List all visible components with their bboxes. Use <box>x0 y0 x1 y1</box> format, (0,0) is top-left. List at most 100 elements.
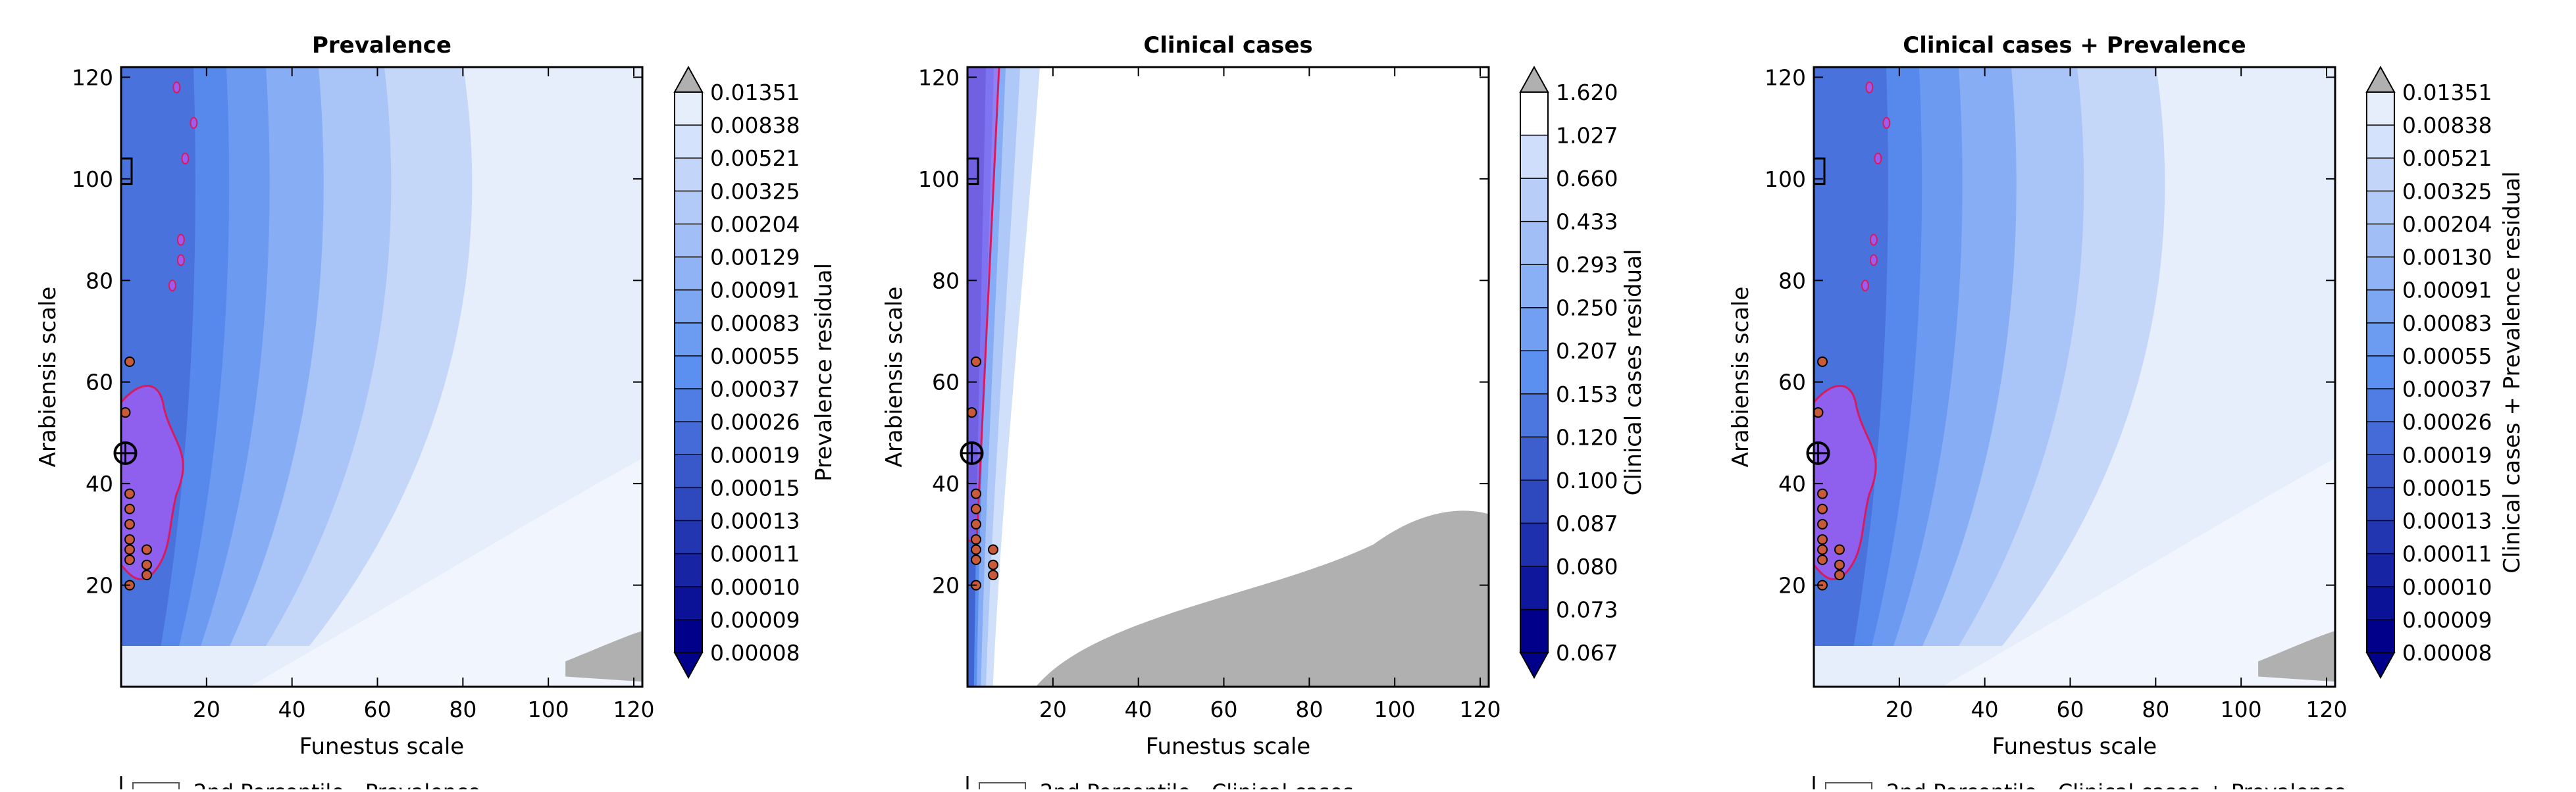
colorbar-segment <box>2367 553 2394 587</box>
sample-point <box>124 554 135 565</box>
colorbar-tick-label: 0.01351 <box>710 80 800 105</box>
colorbar-segment <box>2367 257 2394 291</box>
sample-point <box>1813 407 1824 418</box>
percentile-island <box>176 254 185 266</box>
percentile-island <box>1861 280 1869 292</box>
legend: 2nd Percentile - Clinical cases + Preval… <box>1813 776 2346 792</box>
y-tick-label: 80 <box>1778 268 1806 293</box>
colorbar-segment <box>2367 191 2394 225</box>
sample-point <box>124 534 135 545</box>
sample-point <box>1816 534 1828 545</box>
legend: 2nd Percentile - Clinical cases <box>966 776 1354 792</box>
colorbar-tick-label: 0.00838 <box>2402 112 2492 138</box>
colorbar-tick-label: 0.00011 <box>2402 541 2492 567</box>
colorbar-segment <box>2367 92 2394 126</box>
x-tick-label: 60 <box>2057 697 2084 722</box>
colorbar-tick-label: 0.00130 <box>2402 245 2492 270</box>
contour-band <box>249 458 642 687</box>
optimum-marker-cross <box>115 442 136 464</box>
x-tick-label: 80 <box>449 697 477 722</box>
colorbar-segment <box>675 355 702 390</box>
colorbar-segment <box>2367 322 2394 357</box>
colorbar-tick-label: 0.00055 <box>2402 343 2492 369</box>
colorbar-tick-label: 0.01351 <box>2402 80 2492 105</box>
sample-point <box>1834 544 1845 555</box>
x-tick-label: 100 <box>528 697 569 722</box>
sample-point <box>1816 544 1828 555</box>
percentile-island <box>190 116 198 129</box>
colorbar-segment <box>1520 351 1548 395</box>
sample-point <box>970 356 981 367</box>
percentile-island <box>1874 152 1882 164</box>
optimum-marker-cross <box>961 442 983 464</box>
y-tick-label: 120 <box>918 64 960 90</box>
legend-label: 2nd Percentile - Clinical cases <box>1040 780 1354 789</box>
colorbar-segment <box>2367 389 2394 423</box>
x-tick-label: 80 <box>2142 697 2169 722</box>
x-tick-label: 40 <box>1125 697 1152 722</box>
colorbar-segment <box>1520 221 1548 266</box>
colorbar-tick-label: 0.00838 <box>710 112 800 138</box>
colorbar-segment <box>675 125 702 159</box>
y-tick-label: 60 <box>932 370 960 395</box>
colorbar-segment <box>2367 125 2394 159</box>
sample-point <box>141 559 152 570</box>
colorbar-tick-label: 0.00091 <box>2402 278 2492 303</box>
y-tick-label: 20 <box>932 573 960 599</box>
sample-point <box>970 544 981 555</box>
colorbar-extend-top <box>673 65 704 93</box>
over-range-region <box>1035 510 1489 687</box>
colorbar-tick-label: 0.00129 <box>710 245 800 270</box>
colorbar-tick-label: 0.153 <box>1556 382 1618 407</box>
colorbar-label: Clinical cases residual <box>1620 249 1647 496</box>
colorbar-tick-label: 0.00008 <box>2402 640 2492 666</box>
colorbar-segment <box>2367 355 2394 390</box>
sample-point <box>141 544 152 555</box>
colorbar-segment <box>1520 437 1548 481</box>
colorbar-tick-label: 1.027 <box>1556 123 1618 149</box>
colorbar-tick-label: 0.00026 <box>2402 409 2492 435</box>
percentile-island <box>181 152 190 164</box>
sample-point <box>120 407 131 418</box>
sample-point <box>124 518 135 530</box>
legend-label: 2nd Percentile - Prevalence <box>193 780 480 789</box>
percentile-island <box>1869 234 1878 246</box>
sample-point <box>970 554 981 565</box>
x-tick-label: 20 <box>193 697 220 722</box>
sample-point <box>141 570 152 581</box>
colorbar-tick-label: 0.00019 <box>2402 442 2492 468</box>
colorbar-tick-label: 1.620 <box>1556 80 1618 105</box>
colorbar-extend-top <box>1519 65 1549 93</box>
sample-point <box>970 488 981 499</box>
colorbar-segment <box>675 487 702 522</box>
sample-point <box>1816 356 1828 367</box>
x-tick-label: 100 <box>2221 697 2262 722</box>
heatmap-field <box>121 67 642 687</box>
percentile-island <box>176 234 185 246</box>
colorbar-segment <box>675 191 702 225</box>
colorbar-segment <box>1520 480 1548 524</box>
y-tick-label: 60 <box>86 370 113 395</box>
sample-point <box>987 559 998 570</box>
colorbar-tick-label: 0.100 <box>1556 468 1618 493</box>
percentile-region <box>121 385 184 580</box>
x-tick-label: 80 <box>1295 697 1323 722</box>
legend: 2nd Percentile - Prevalence <box>120 776 480 792</box>
colorbar-segment <box>2367 586 2394 620</box>
sample-point <box>124 356 135 367</box>
colorbar-tick-label: 0.00325 <box>710 178 800 204</box>
x-tick-label: 20 <box>1039 697 1067 722</box>
x-tick-label: 120 <box>613 697 655 722</box>
colorbar-segment <box>1520 393 1548 438</box>
x-tick-label: 20 <box>1886 697 1913 722</box>
colorbar-tick-label: 0.067 <box>1556 640 1618 666</box>
plot-title: Clinical cases + Prevalence <box>1903 32 2246 59</box>
colorbar-tick-label: 0.00521 <box>710 145 800 171</box>
colorbar-tick-label: 0.00083 <box>2402 310 2492 336</box>
colorbar-tick-label: 0.00026 <box>710 409 800 435</box>
sample-point <box>1816 488 1828 499</box>
sample-point <box>124 544 135 555</box>
colorbar-tick-label: 0.00015 <box>710 475 800 501</box>
colorbar-segment <box>2367 487 2394 522</box>
colorbar-extend-bottom <box>2365 652 2396 680</box>
